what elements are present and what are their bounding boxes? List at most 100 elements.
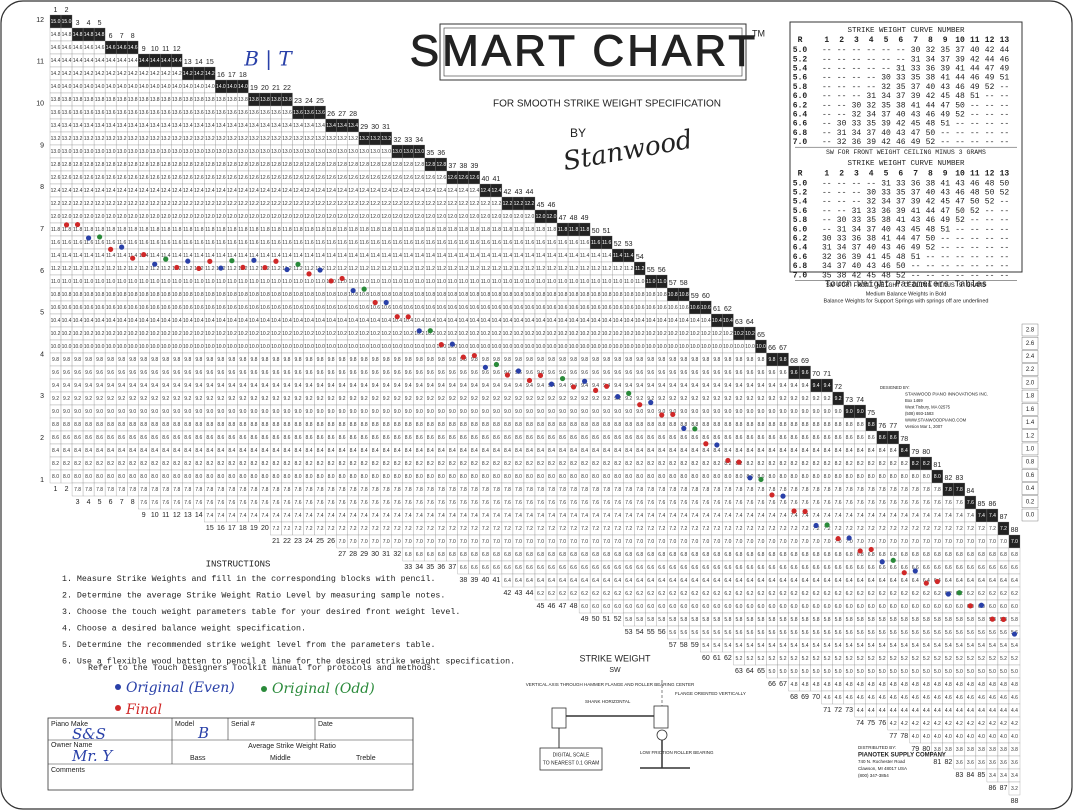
grid-cell-value: 12.0 <box>525 214 535 220</box>
grid-cell-value: 12.0 <box>436 214 446 220</box>
grid-cell-value: 7.6 <box>460 500 467 506</box>
grid-cell-value: 12.4 <box>293 188 303 194</box>
grid-cell-value: 6.6 <box>515 565 522 571</box>
grid-cell-value: 8.8 <box>724 422 731 428</box>
grid-cell-value: 9.6 <box>625 370 632 376</box>
grid-cell-value: 7.0 <box>383 539 390 545</box>
grid-cell-value: 5.6 <box>713 630 720 636</box>
grid-cell-value: 6.2 <box>923 591 930 597</box>
grid-cell-value: 14.0 <box>194 84 204 90</box>
grid-cell-value: 8.0 <box>394 474 401 480</box>
grid-cell-value: 7.8 <box>250 487 257 493</box>
key-number: 1 <box>54 486 58 493</box>
grid-cell-value: 13.2 <box>271 136 281 142</box>
grid-cell-value: 8.4 <box>239 448 246 454</box>
grid-cell-value: 9.8 <box>118 357 125 363</box>
grid-cell-value: 11.6 <box>315 240 325 246</box>
grid-cell-value: 7.4 <box>559 513 566 519</box>
grid-cell-value: 9.8 <box>151 357 158 363</box>
grid-cell-value: 9.2 <box>824 396 831 402</box>
grid-cell-value: 10.6 <box>458 305 468 311</box>
grid-cell-value: 9.8 <box>361 357 368 363</box>
key-number: 45 <box>537 202 545 209</box>
grid-cell-value: 8.4 <box>394 448 401 454</box>
grid-cell-value: 5.4 <box>846 643 853 649</box>
grid-cell-value: 12.4 <box>216 188 226 194</box>
grid-cell-value: 4.8 <box>923 682 930 688</box>
grid-cell-value: 8.8 <box>791 422 798 428</box>
grid-cell-value: 8.6 <box>162 435 169 441</box>
key-number: 7 <box>120 33 124 40</box>
grid-cell-value: 12.4 <box>315 188 325 194</box>
grid-cell-value: 8.0 <box>206 474 213 480</box>
grid-cell-value: 6.2 <box>857 591 864 597</box>
grid-cell-value: 11.4 <box>216 253 226 259</box>
grid-cell-value: 12.8 <box>315 162 325 168</box>
grid-cell-value: 7.2 <box>306 526 313 532</box>
grid-cell-value: 7.6 <box>272 500 279 506</box>
grid-cell-value: 7.8 <box>945 487 952 493</box>
grid-cell-value: 9.2 <box>427 396 434 402</box>
grid-cell-value: 14.0 <box>73 84 83 90</box>
grid-cell-value: 5.4 <box>780 643 787 649</box>
grid-cell-value: 8.8 <box>757 422 764 428</box>
grid-cell-value: 10.0 <box>73 344 83 350</box>
grid-cell-value: 9.2 <box>96 396 103 402</box>
grid-cell-value: 13.0 <box>403 149 413 155</box>
grid-cell-value: 9.8 <box>680 357 687 363</box>
grid-cell-value: 13.4 <box>51 123 61 129</box>
grid-cell-value: 8.0 <box>162 474 169 480</box>
grid-cell-value: 7.4 <box>482 513 489 519</box>
grid-cell-value: 11.2 <box>51 266 61 272</box>
grid-cell-value: 7.6 <box>548 500 555 506</box>
grid-cell-value: 8.4 <box>52 448 59 454</box>
grid-cell-value: 5.0 <box>780 669 787 675</box>
grid-cell-value: 10.2 <box>392 331 402 337</box>
grid-cell-value: 8.2 <box>647 461 654 467</box>
grid-cell-value: 12.8 <box>381 162 391 168</box>
grid-cell-value: 11.0 <box>624 279 634 285</box>
grid-cell-value: 12.2 <box>106 201 116 207</box>
grid-cell-value: 7.6 <box>438 500 445 506</box>
grid-cell-value: 12.4 <box>139 188 149 194</box>
key-number: 28 <box>349 111 357 118</box>
grid-cell-value: 8.2 <box>548 461 555 467</box>
key-number: 69 <box>801 694 809 701</box>
grid-cell-value: 9.8 <box>317 357 324 363</box>
grid-cell-value: 8.6 <box>724 435 731 441</box>
grid-cell-value: 10.0 <box>503 344 513 350</box>
grid-cell-value: 7.2 <box>835 526 842 532</box>
grid-cell-value: 7.4 <box>592 513 599 519</box>
grid-cell-value: 11.0 <box>415 279 425 285</box>
grid-cell-value: 12.8 <box>205 162 215 168</box>
grid-cell-value: 9.8 <box>570 357 577 363</box>
grid-cell-value: 11.0 <box>602 279 612 285</box>
grid-cell-value: 6.8 <box>791 552 798 558</box>
grid-cell-value: 6.0 <box>857 604 864 610</box>
grid-cell-value: 6.2 <box>691 591 698 597</box>
key-number: 17 <box>228 72 236 79</box>
grid-cell-value: 9.8 <box>195 357 202 363</box>
grid-cell-value: 6.6 <box>493 565 500 571</box>
grid-cell-value: 11.0 <box>503 279 513 285</box>
grid-cell-value: 9.0 <box>636 409 643 415</box>
grid-cell-value: 7.8 <box>383 487 390 493</box>
grid-cell-value: 10.8 <box>260 292 270 298</box>
grid-cell-value: 9.6 <box>107 370 114 376</box>
grid-cell-value: 7.8 <box>107 487 114 493</box>
grid-cell-value: 12.6 <box>458 175 468 181</box>
grid-cell-value: 8.0 <box>504 474 511 480</box>
grid-cell-value: 6.4 <box>746 578 753 584</box>
grid-cell-value: 9.0 <box>691 409 698 415</box>
grid-cell-value: 10.0 <box>613 344 623 350</box>
grid-cell-value: 8.2 <box>636 461 643 467</box>
grid-cell-value: 9.2 <box>184 396 191 402</box>
grid-cell-value: 7.2 <box>537 526 544 532</box>
grid-cell-value: 4.4 <box>901 708 908 714</box>
grid-cell-value: 9.2 <box>746 396 753 402</box>
grid-cell-value: 9.0 <box>724 409 731 415</box>
grid-cell-value: 8.2 <box>350 461 357 467</box>
key-number: 70 <box>812 371 820 378</box>
grid-cell-value: 10.2 <box>326 331 336 337</box>
grid-cell-value: 12.2 <box>161 201 171 207</box>
